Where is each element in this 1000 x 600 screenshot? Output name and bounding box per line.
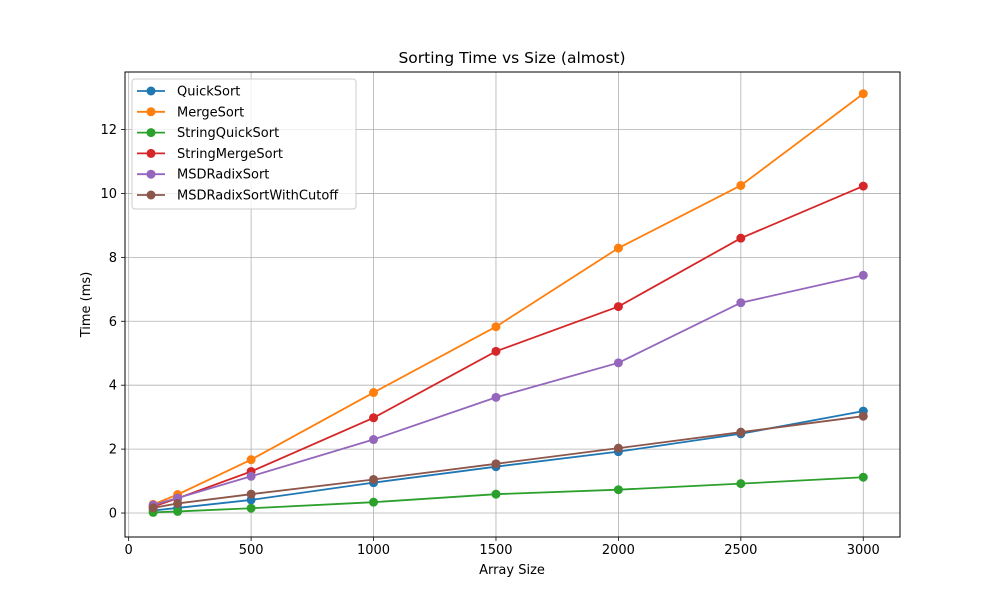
legend-marker-QuickSort — [146, 86, 156, 96]
legend-label: StringQuickSort — [177, 126, 279, 141]
y-tick-label: 2 — [109, 443, 117, 458]
data-point-StringQuickSort — [246, 503, 256, 513]
legend-marker-MSDRadixSortWithCutoff — [146, 190, 156, 200]
grid — [125, 72, 900, 537]
x-axis-ticks: 0 500 1000 1500 2000 2500 3000 — [125, 537, 880, 558]
data-point-StringQuickSort — [173, 506, 183, 516]
data-point-StringMergeSort — [491, 346, 501, 356]
data-point-StringQuickSort — [613, 485, 623, 495]
data-point-MSDRadixSortWithCutoff — [491, 459, 501, 469]
legend-label: MSDRadixSort — [177, 168, 269, 183]
chart-title: Sorting Time vs Size (almost) — [398, 49, 625, 67]
y-tick-label: 4 — [109, 379, 117, 394]
data-point-MSDRadixSortWithCutoff — [148, 503, 158, 513]
legend-marker-MSDRadixSort — [146, 169, 156, 179]
data-point-MSDRadixSortWithCutoff — [173, 498, 183, 508]
data-point-StringQuickSort — [858, 472, 868, 482]
y-tick-label: 8 — [109, 251, 117, 266]
x-tick-label: 500 — [239, 543, 264, 558]
x-tick-label: 1000 — [357, 543, 390, 558]
legend-marker-StringQuickSort — [146, 128, 156, 138]
data-point-MSDRadixSort — [858, 270, 868, 280]
data-point-MSDRadixSortWithCutoff — [613, 443, 623, 453]
y-tick-label: 6 — [109, 315, 117, 330]
legend: QuickSort MergeSort StringQuickSort StringM… — [131, 78, 357, 210]
y-axis-ticks: 0 2 4 6 8 10 12 — [100, 123, 125, 522]
y-axis-label: Time (ms) — [79, 272, 94, 339]
legend-label: MergeSort — [177, 105, 244, 120]
series-line-MergeSort — [152, 93, 864, 506]
data-point-MSDRadixSortWithCutoff — [858, 411, 868, 421]
x-tick-label: 1500 — [479, 543, 512, 558]
series-line-MSDRadixSort — [152, 274, 864, 506]
x-tick-label: 2500 — [724, 543, 757, 558]
data-point-MergeSort — [736, 180, 746, 190]
data-point-StringMergeSort — [613, 302, 623, 312]
legend-marker-MergeSort — [146, 107, 156, 117]
y-tick-label: 12 — [100, 123, 117, 138]
data-point-MSDRadixSort — [491, 392, 501, 402]
data-point-MergeSort — [491, 322, 501, 332]
data-point-MergeSort — [246, 455, 256, 465]
y-tick-label: 0 — [109, 507, 117, 522]
series-line-StringQuickSort — [153, 476, 864, 514]
data-point-MSDRadixSort — [613, 358, 623, 368]
legend-marker-StringMergeSort — [146, 148, 156, 158]
data-point-MSDRadixSort — [246, 471, 256, 481]
series-line-QuickSort — [153, 410, 864, 512]
x-tick-label: 0 — [125, 543, 133, 558]
plot-frame — [124, 71, 901, 538]
legend-label: QuickSort — [177, 85, 240, 100]
data-point-MSDRadixSort — [736, 298, 746, 308]
x-tick-label: 3000 — [847, 543, 880, 558]
series-lines — [152, 93, 864, 514]
legend-label: MSDRadixSortWithCutoff — [177, 189, 339, 204]
data-point-StringMergeSort — [736, 233, 746, 243]
legend-label: StringMergeSort — [177, 147, 283, 162]
data-point-MergeSort — [369, 388, 379, 398]
data-point-MSDRadixSortWithCutoff — [369, 474, 379, 484]
data-point-MergeSort — [613, 243, 623, 253]
data-point-MSDRadixSortWithCutoff — [736, 427, 746, 437]
data-point-StringQuickSort — [491, 489, 501, 499]
data-point-MergeSort — [858, 89, 868, 99]
series-points — [148, 89, 868, 517]
data-point-MSDRadixSortWithCutoff — [246, 489, 256, 499]
data-point-MSDRadixSort — [369, 435, 379, 445]
series-line-MSDRadixSortWithCutoff — [152, 415, 864, 509]
y-tick-label: 10 — [100, 187, 117, 202]
legend-box — [131, 78, 357, 210]
data-point-StringMergeSort — [858, 181, 868, 191]
x-axis-label: Array Size — [479, 563, 545, 578]
data-point-StringQuickSort — [736, 479, 746, 489]
data-point-StringMergeSort — [369, 413, 379, 423]
data-point-StringQuickSort — [369, 497, 379, 507]
x-tick-label: 2000 — [602, 543, 635, 558]
